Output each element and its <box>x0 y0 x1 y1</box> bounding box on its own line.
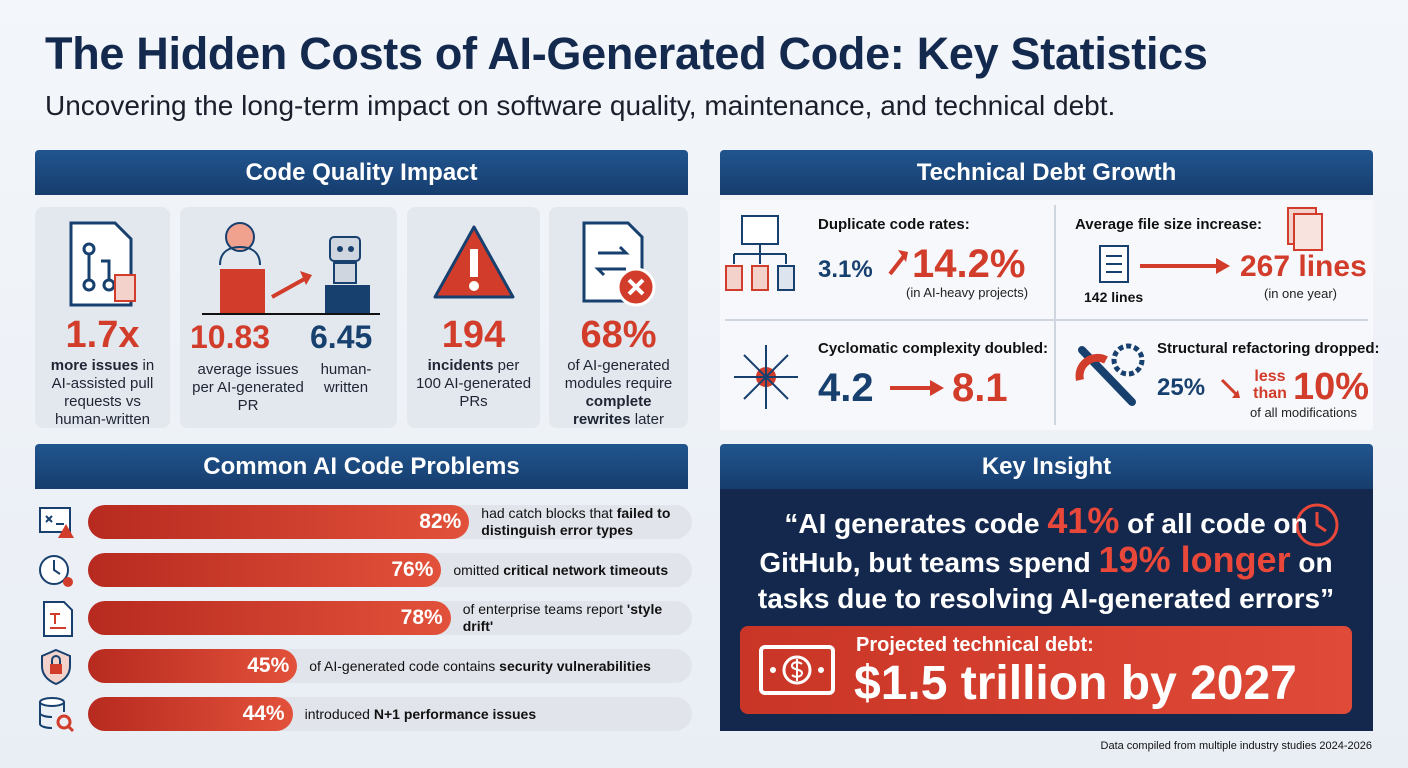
clock-icon <box>1295 503 1339 547</box>
insight-quote: “AI generates code 41% of all code on Gi… <box>740 503 1352 617</box>
problem-icon <box>41 648 71 686</box>
quote-highlight: 41% <box>1047 500 1120 541</box>
icon <box>433 225 514 299</box>
problem-text-wrap: of enterprise teams report 'style drift' <box>463 601 683 635</box>
debt-value: $1.5 trillion by 2027 <box>854 657 1297 710</box>
debt-label: Projected technical debt: <box>856 634 1094 656</box>
subtitle: Uncovering the long-term impact on softw… <box>45 90 1116 121</box>
metric-label: Duplicate code rates: <box>818 216 970 233</box>
panel-decor <box>725 205 1368 425</box>
problem-text: had catch blocks that failed to distingu… <box>481 505 701 539</box>
problem-text-bold: 'style drift' <box>462 601 663 634</box>
metric-from: 25% <box>1157 374 1206 401</box>
stat-text: later <box>630 411 664 428</box>
problem-text: omitted critical network timeouts <box>453 553 673 587</box>
problem-icon <box>39 697 75 733</box>
footer: Data compiled from multiple industry stu… <box>1100 740 1372 752</box>
problem-text-wrap: omitted critical network timeouts <box>453 562 668 579</box>
section-heading: Key Insight <box>720 444 1373 489</box>
problem-text-bold: security vulnerabilities <box>499 657 651 674</box>
metric-to: 10% <box>1293 366 1370 408</box>
debt-panel: Duplicate code rates: 3.1% 14.2% (in AI-… <box>720 200 1380 430</box>
problem-text-wrap: of AI-generated code contains security v… <box>309 658 651 675</box>
comparison-icon <box>202 222 380 315</box>
metric-from: 142 lines <box>1084 289 1144 305</box>
problem-text: introduced <box>304 705 374 722</box>
metric-to: 8.1 <box>952 366 1008 410</box>
metric-prefix: less than <box>1253 368 1287 402</box>
problem-text: omitted <box>453 561 504 578</box>
metric-to: 267 lines <box>1240 250 1367 283</box>
stat-text: per 100 AI-generated PRs <box>415 357 532 410</box>
stat-text: in AI-assisted pull requests vs human-wr… <box>51 357 155 428</box>
stat-text: average issues per AI-generated PR <box>192 361 304 414</box>
problem-text: of AI-generated code contains <box>309 657 500 674</box>
icon <box>69 221 136 307</box>
stat-card: 10.83 6.45 average issues per AI-generat… <box>180 207 397 428</box>
quote-highlight: 19% longer <box>1098 539 1291 580</box>
metric-from: 3.1% <box>818 256 873 283</box>
stat-text: of AI-generated modules require <box>564 357 673 392</box>
metric-label: Structural refactoring dropped: <box>1157 340 1380 357</box>
problem-icon <box>43 601 73 637</box>
problem-text: of AI-generated code contains security v… <box>309 649 699 683</box>
icon <box>582 221 655 307</box>
problem-text-bold: N+1 performance issues <box>373 705 537 722</box>
quote-text: of all code on GitHub, but teams spend <box>759 508 1308 578</box>
bar: 44% <box>88 697 293 731</box>
metric-from: 4.2 <box>818 366 874 410</box>
stat-text: human-written <box>320 361 372 396</box>
section-heading: Code Quality Impact <box>35 150 688 195</box>
problem-text: of enterprise teams report <box>462 601 627 617</box>
bar: 45% <box>88 649 298 683</box>
problem-text: introduced N+1 performance issues <box>305 697 695 731</box>
stat: 6.45 <box>310 319 373 355</box>
money-icon <box>759 645 835 695</box>
debt-box: Projected technical debt: $1.5 trillion … <box>740 626 1352 714</box>
bar: 82% <box>88 505 470 539</box>
stat: 1.7x <box>65 314 140 356</box>
stat-text-bold: incidents <box>427 357 494 374</box>
problem-text: had catch blocks that <box>481 505 617 521</box>
problem-text-bold: critical network timeouts <box>503 561 669 578</box>
problem-text-wrap: had catch blocks that failed to distingu… <box>481 505 701 539</box>
problem-text: of enterprise teams report 'style drift' <box>463 601 683 635</box>
problem-text-bold: failed to distinguish error types <box>481 505 671 538</box>
metric-note: (in AI-heavy projects) <box>906 285 1029 300</box>
bar: 76% <box>88 553 442 587</box>
problem-text-wrap: introduced N+1 performance issues <box>305 706 537 723</box>
section-heading: Technical Debt Growth <box>720 150 1373 195</box>
stat: 68% <box>580 314 657 356</box>
stat-card: 68% of AI-generated modules require comp… <box>549 207 688 428</box>
stat-text-bold: more issues <box>50 357 139 374</box>
problem-icon <box>39 507 74 538</box>
metric-to: 14.2% <box>912 242 1026 286</box>
stat: 194 <box>441 314 506 356</box>
metric-note: of all modifications <box>1250 405 1357 420</box>
metric-label: Average file size increase: <box>1075 216 1263 233</box>
quote-text: on tasks due to resolving AI-generated e… <box>757 547 1335 614</box>
stat-card: 194 incidents per 100 AI-generated PRs <box>407 207 540 428</box>
title: The Hidden Costs of AI-Generated Code: K… <box>45 28 1208 79</box>
stat-text-bold: complete rewrites <box>573 393 652 428</box>
quote-text: “AI generates code <box>784 508 1048 539</box>
stat: 10.83 <box>190 319 271 355</box>
stat-card: 1.7x more issues in AI-assisted pull req… <box>35 207 170 428</box>
metric-note: (in one year) <box>1264 286 1337 301</box>
problem-icon <box>39 555 73 587</box>
section-heading: Common AI Code Problems <box>35 444 688 489</box>
bar: 78% <box>88 601 451 635</box>
metric-label: Cyclomatic complexity doubled: <box>818 340 1049 357</box>
